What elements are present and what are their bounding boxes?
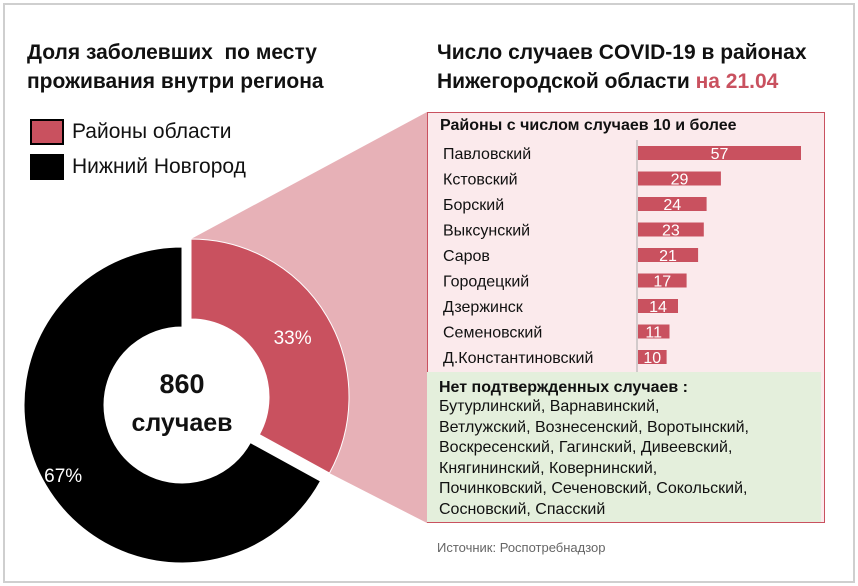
bars-subtitle: Районы с числом случаев 10 и более (440, 117, 737, 134)
bar-value-label: 21 (659, 248, 677, 265)
bar-category-label: Д.Константиновский (443, 350, 593, 367)
bar-value-label: 29 (671, 172, 689, 189)
no-cases-line: Воскресенский, Гагинский, Дивеевский, (439, 439, 733, 456)
bar-value-label: 14 (649, 299, 667, 316)
donut-title: Доля заболевших по месту проживания внут… (27, 38, 324, 96)
bar-category-label: Павловский (443, 146, 531, 163)
legend-label-nn: Нижний Новгород (72, 155, 246, 178)
no-cases-line: Княгининский, Ковернинский, (439, 459, 658, 477)
bar (638, 273, 687, 288)
bars-title-date: на 21.04 (695, 70, 779, 93)
outer-frame (3, 3, 855, 583)
bars-title-line1: Число случаев COVID-19 в районах (437, 41, 807, 64)
donut-center-text: случаев (131, 409, 232, 437)
donut-center-number: 860 (159, 369, 204, 399)
donut-title-line1: Доля заболевших по месту (27, 41, 317, 64)
bar-category-label: Выксунский (443, 223, 530, 240)
bar-category-label: Дзержинск (443, 299, 524, 316)
bar-value-label: 24 (663, 197, 681, 214)
bar-category-label: Саров (443, 248, 490, 265)
bar-value-label: 57 (711, 146, 729, 163)
bar (638, 146, 801, 160)
no-cases-line: Ветлужский, Вознесенский, Воротынский, (439, 418, 749, 436)
bar (638, 197, 707, 211)
bar-category-label: Городецкий (443, 274, 529, 291)
no-cases-line: Бутурлинский, Варнавинский, (439, 398, 660, 415)
bars-title-line2: Нижегородской области на 21.04 (437, 67, 807, 96)
bar-value-label: 11 (645, 325, 662, 342)
bar (638, 171, 721, 186)
source-note: Источник: Роспотребнадзор (437, 540, 606, 555)
legend-item-nn: Нижний Новгород (30, 153, 246, 181)
bar-value-label: 17 (653, 274, 671, 291)
bar (638, 299, 678, 313)
bar-category-label: Борский (443, 197, 504, 214)
no-cases-box: Нет подтвержденных случаев : Бутурлински… (427, 372, 821, 522)
bar-value-label: 23 (662, 223, 680, 240)
bar-value-label: 10 (643, 350, 661, 367)
bar (638, 324, 670, 339)
bar (638, 248, 699, 262)
legend-swatch-nn (30, 154, 64, 180)
bar-category-label: Семеновский (443, 325, 542, 342)
bar-category-label: Кстовский (443, 172, 518, 189)
donut-slice-regions (190, 238, 350, 474)
bars-title: Число случаев COVID-19 в районах Нижегор… (437, 38, 807, 96)
bars-title-region: Нижегородской области (437, 70, 690, 93)
no-cases-line: Починковский, Сеченовский, Сокольский, (439, 480, 748, 497)
legend-label-regions: Районы области (72, 120, 232, 143)
no-cases-line: Сосновский, Спасский (439, 500, 606, 518)
no-cases-title: Нет подтвержденных случаев : (439, 379, 689, 396)
legend-swatch-regions (30, 119, 64, 145)
donut-title-line2: проживания внутри региона (27, 70, 324, 93)
legend-item-regions: Районы области (30, 118, 231, 146)
donut-slice-nn (23, 246, 322, 564)
donut-slice-label: 67% (44, 466, 82, 487)
bar (638, 222, 704, 237)
donut-slice-label: 33% (274, 328, 312, 349)
bar (638, 350, 667, 364)
